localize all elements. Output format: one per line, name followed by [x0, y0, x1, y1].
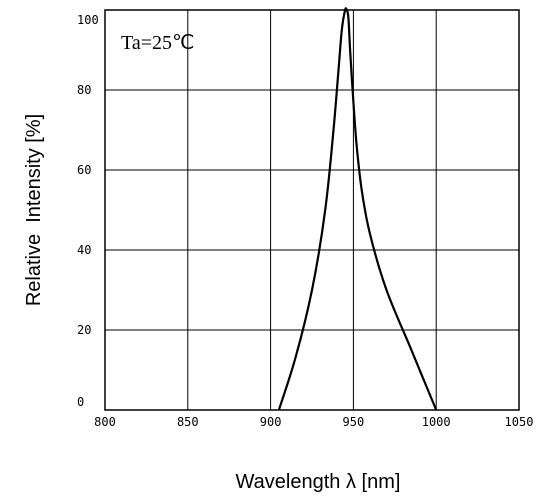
grid: [105, 10, 519, 410]
x-tick-label: 950: [343, 415, 365, 429]
x-axis-title: Wavelength λ [nm]: [236, 471, 401, 493]
y-tick-label: 80: [77, 83, 91, 97]
x-tick-labels: 800 850 900 950 1000 1050: [94, 415, 533, 429]
y-tick-label: 60: [77, 163, 91, 177]
y-tick-label: 40: [77, 243, 91, 257]
x-tick-label: 900: [260, 415, 282, 429]
y-tick-label: 0: [77, 395, 84, 409]
y-tick-labels: 0 20 40 60 80 100: [77, 13, 99, 409]
y-axis-title: Relative Intensity [%]: [23, 114, 45, 306]
x-tick-label: 800: [94, 415, 116, 429]
y-tick-label: 20: [77, 323, 91, 337]
x-tick-label: 1050: [505, 415, 534, 429]
plot-frame: [104, 9, 520, 411]
x-tick-label: 1000: [422, 415, 451, 429]
temperature-annotation: Ta=25℃: [121, 32, 194, 54]
x-tick-label: 850: [177, 415, 199, 429]
y-tick-label: 100: [77, 13, 99, 27]
intensity-curve: [277, 7, 438, 411]
